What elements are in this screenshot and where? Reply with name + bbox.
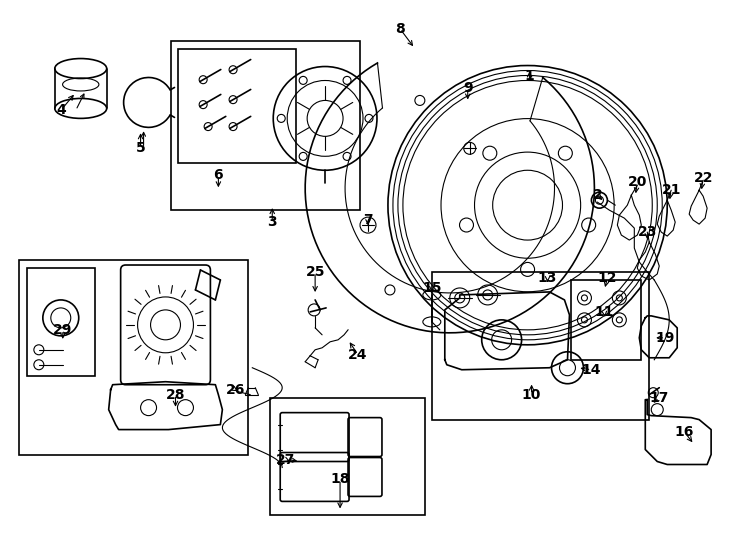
Bar — [19, 260, 248, 455]
Ellipse shape — [55, 98, 106, 118]
Bar — [572, 280, 642, 360]
Text: 12: 12 — [597, 271, 617, 285]
Text: 5: 5 — [136, 141, 145, 156]
Text: 15: 15 — [422, 281, 442, 295]
Text: 2: 2 — [592, 188, 603, 202]
Text: 27: 27 — [275, 453, 295, 467]
Text: 28: 28 — [166, 388, 185, 402]
Text: 3: 3 — [267, 215, 277, 229]
Text: 18: 18 — [330, 472, 350, 487]
Ellipse shape — [55, 58, 106, 78]
Text: 9: 9 — [463, 82, 473, 96]
Text: 7: 7 — [363, 213, 373, 227]
Text: 13: 13 — [538, 271, 557, 285]
Text: 16: 16 — [675, 424, 694, 438]
Text: 4: 4 — [56, 104, 65, 117]
Text: 10: 10 — [522, 388, 541, 402]
Bar — [432, 272, 650, 420]
Text: 19: 19 — [655, 331, 675, 345]
Text: 25: 25 — [305, 265, 325, 279]
Text: 22: 22 — [694, 171, 713, 185]
Text: 6: 6 — [214, 168, 223, 182]
Text: 8: 8 — [395, 22, 404, 36]
Bar — [270, 397, 425, 515]
Text: 20: 20 — [628, 175, 647, 189]
Text: 29: 29 — [53, 323, 73, 337]
Text: 11: 11 — [595, 305, 614, 319]
Bar — [178, 49, 297, 163]
Text: 1: 1 — [525, 69, 534, 83]
Text: 23: 23 — [638, 225, 657, 239]
Text: 24: 24 — [348, 348, 368, 362]
Bar — [170, 40, 360, 210]
Bar — [27, 268, 95, 376]
Text: 21: 21 — [661, 183, 681, 197]
Text: 17: 17 — [650, 390, 669, 404]
Text: 26: 26 — [225, 383, 245, 397]
Text: 14: 14 — [581, 363, 601, 377]
